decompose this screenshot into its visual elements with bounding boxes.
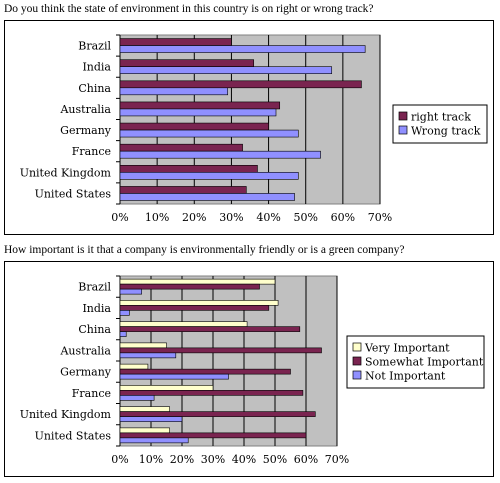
chart1-legend-swatch [398,125,408,135]
chart1-bar [119,80,362,89]
chart2-bar [119,321,248,327]
chart2-bar [119,310,130,316]
chart2-bar [119,368,291,375]
chart1-category-label: France [72,145,111,158]
chart1-bar [119,108,277,117]
chart2-category-label: France [72,387,111,400]
chart2-category-label: United Kingdom [20,408,112,421]
chart2-bar [119,395,155,401]
chart1-category-label: Germany [60,124,112,137]
chart2-legend-swatch [352,342,362,352]
chart2-bar [119,326,301,332]
chart2-category-label: Germany [60,366,112,379]
chart2-bar [119,331,127,337]
chart1-bar [119,172,299,180]
chart2-x-tick-label: 0% [111,453,128,466]
chart2-category-label: Brazil [78,281,111,294]
chart1-category-label: China [78,82,111,95]
chart2-bar [119,347,322,354]
chart1-bar [119,45,366,53]
chart1-x-tick-label: 50% [293,211,317,224]
chart2-x-tick-label: 70% [325,453,349,466]
chart2-category-label: Australia [59,344,111,357]
chart2-x-tick-label: 60% [294,453,318,466]
chart1-legend-swatch [398,111,408,121]
chart1-legend-label: Wrong track [411,125,481,138]
chart2-x-tick-label: 40% [232,453,256,466]
chart2-category-label: India [82,302,111,315]
chart2-bar [119,390,304,396]
chart2-legend-label: Not Important [365,370,446,383]
chart2-legend [346,335,485,389]
chart2-bar [119,427,170,434]
chart2-bar [119,352,177,359]
chart2-bar [119,300,279,306]
chart1-category-label: Australia [59,103,111,116]
chart1-x-tick-label: 20% [182,211,206,224]
chart2-legend-label: Somewhat Important [365,356,484,369]
chart1-x-tick-label: 60% [331,211,355,224]
chart2-x-tick-label: 30% [201,453,225,466]
chart2-bar [119,406,170,412]
chart2-bar [119,416,183,422]
chart1-category-label: United Kingdom [20,166,112,179]
chart2-x-tick-label: 10% [139,453,163,466]
chart1-x-tick-label: 30% [219,211,243,224]
chart2-category-label: China [78,323,111,336]
chart2-bar [119,437,189,444]
chart1-bar [119,87,229,96]
chart2-bar [119,278,276,285]
chart1-title: Do you think the state of environment in… [4,3,374,15]
chart2-bar [119,411,316,417]
chart2-category-label: United States [35,429,112,442]
chart2-legend-label: Very Important [364,342,450,355]
chart2-title: How important is it that a company is en… [4,244,405,256]
chart1-x-tick-label: 70% [368,211,392,224]
chart1-x-tick-label: 40% [256,211,280,224]
chart1-bar [119,66,333,74]
chart2-bar [119,305,270,311]
chart2-bar [119,342,167,349]
chart2-x-tick-label: 20% [170,453,194,466]
chart1-bar [119,129,299,138]
chart2-bar [119,363,149,370]
chart2-bar [119,373,229,380]
chart1-legend [392,104,488,144]
chart2-bar [119,283,260,290]
chart2-bar [119,432,307,439]
chart1-category-label: India [82,61,111,74]
chart1-x-tick-label: 10% [145,211,169,224]
chart1-legend-label: right track [411,111,471,124]
chart1-x-tick-label: 0% [111,211,128,224]
chart1-bar [119,193,295,201]
chart2-x-tick-label: 50% [263,453,287,466]
chart1-bar [119,150,321,159]
chart2-bar [119,288,143,295]
chart1-category-label: Brazil [78,40,111,53]
chart2-legend-swatch [352,356,362,366]
chart2-legend-swatch [352,370,362,380]
chart1-category-label: United States [35,187,112,200]
chart2-bar [119,385,214,391]
